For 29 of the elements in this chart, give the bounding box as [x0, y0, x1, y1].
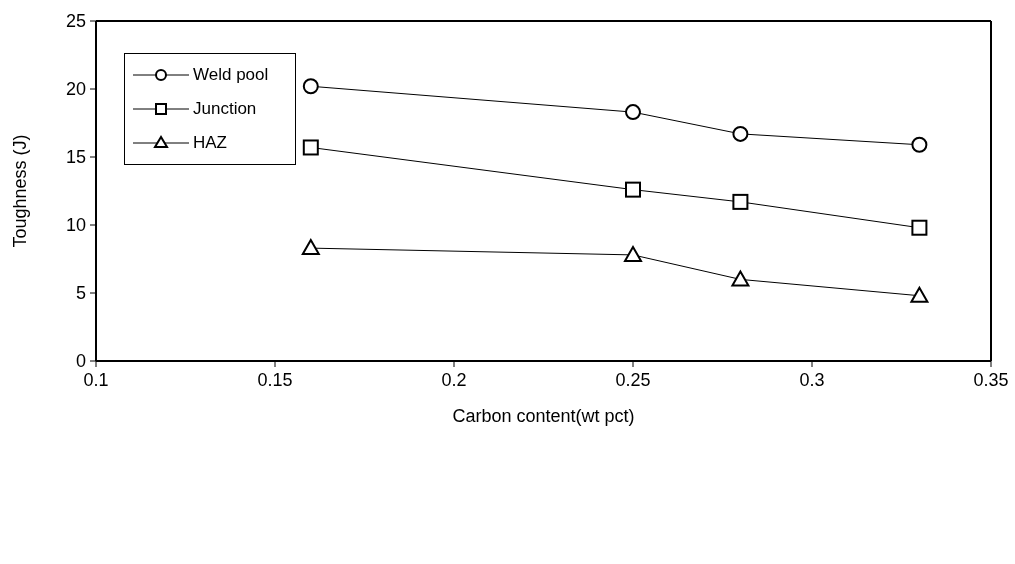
x-tick-label: 0.25: [615, 369, 651, 390]
y-axis-title: Toughness (J): [10, 134, 31, 248]
x-tick-label: 0.15: [257, 369, 293, 390]
x-tick-label: 0.2: [441, 369, 467, 390]
x-axis-title: Carbon content(wt pct): [452, 406, 635, 426]
x-tick-label: 0.1: [83, 369, 109, 390]
point: [301, 239, 320, 256]
point: [910, 286, 929, 303]
y-tick-label: 25: [65, 11, 86, 32]
point: [302, 139, 319, 156]
y-tick-label: 5: [75, 283, 86, 304]
x-tick-label: 0.3: [799, 369, 825, 390]
point: [732, 193, 749, 210]
legend-label: Weld pool: [193, 65, 269, 85]
y-tick-label: 0: [75, 351, 86, 372]
point: [732, 125, 749, 142]
point: [625, 104, 641, 121]
point: [625, 181, 641, 198]
point: [911, 219, 928, 236]
point: [731, 270, 750, 287]
y-tick-label: 20: [65, 79, 86, 100]
x-tick-label: 0.35: [973, 369, 1009, 390]
point: [624, 245, 642, 262]
y-tick-label: 15: [65, 147, 86, 168]
y-tick-label: 10: [65, 215, 86, 236]
legend-label: HAZ: [193, 133, 227, 153]
point: [302, 78, 319, 95]
point: [911, 136, 928, 153]
legend-label: Junction: [193, 99, 257, 119]
